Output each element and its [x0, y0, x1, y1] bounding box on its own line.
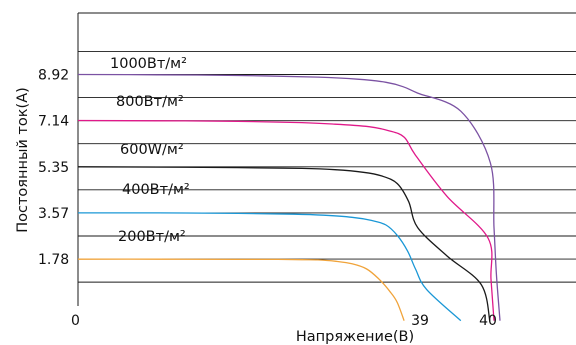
- y-axis-title: Постоянный ток(А): [15, 87, 31, 233]
- y-tick-label: 1.78: [38, 252, 69, 268]
- series-line-1: [77, 119, 495, 321]
- x-tick-label: 40: [479, 313, 497, 329]
- y-tick-labels: 1.78 3.57 5.35 7.14 8.92: [38, 68, 69, 269]
- series-line-2: [77, 166, 491, 321]
- x-tick-label: 0: [71, 313, 80, 329]
- series-line-0: [77, 73, 501, 321]
- series-line-4: [77, 258, 405, 321]
- x-tick-label: 39: [411, 313, 429, 329]
- x-tick-labels: 0 39 40: [71, 313, 497, 329]
- y-tick-label: 5.35: [38, 160, 69, 176]
- series-label-1: 800Вт/м²: [116, 94, 184, 110]
- y-tick-label: 8.92: [38, 68, 69, 84]
- series-line-3: [77, 212, 462, 322]
- series-labels: 1000Вт/м² 800Вт/м² 600W/м² 400Вт/м² 200Вт/м²: [110, 56, 190, 245]
- series-label-3: 400Вт/м²: [122, 182, 190, 198]
- series-label-0: 1000Вт/м²: [110, 56, 187, 72]
- y-tick-label: 7.14: [38, 114, 69, 130]
- y-tick-label: 3.57: [38, 206, 69, 222]
- series-curves: [77, 73, 501, 322]
- x-axis-title: Напряжение(В): [296, 329, 414, 345]
- series-label-2: 600W/м²: [120, 142, 184, 158]
- series-label-4: 200Вт/м²: [118, 229, 186, 245]
